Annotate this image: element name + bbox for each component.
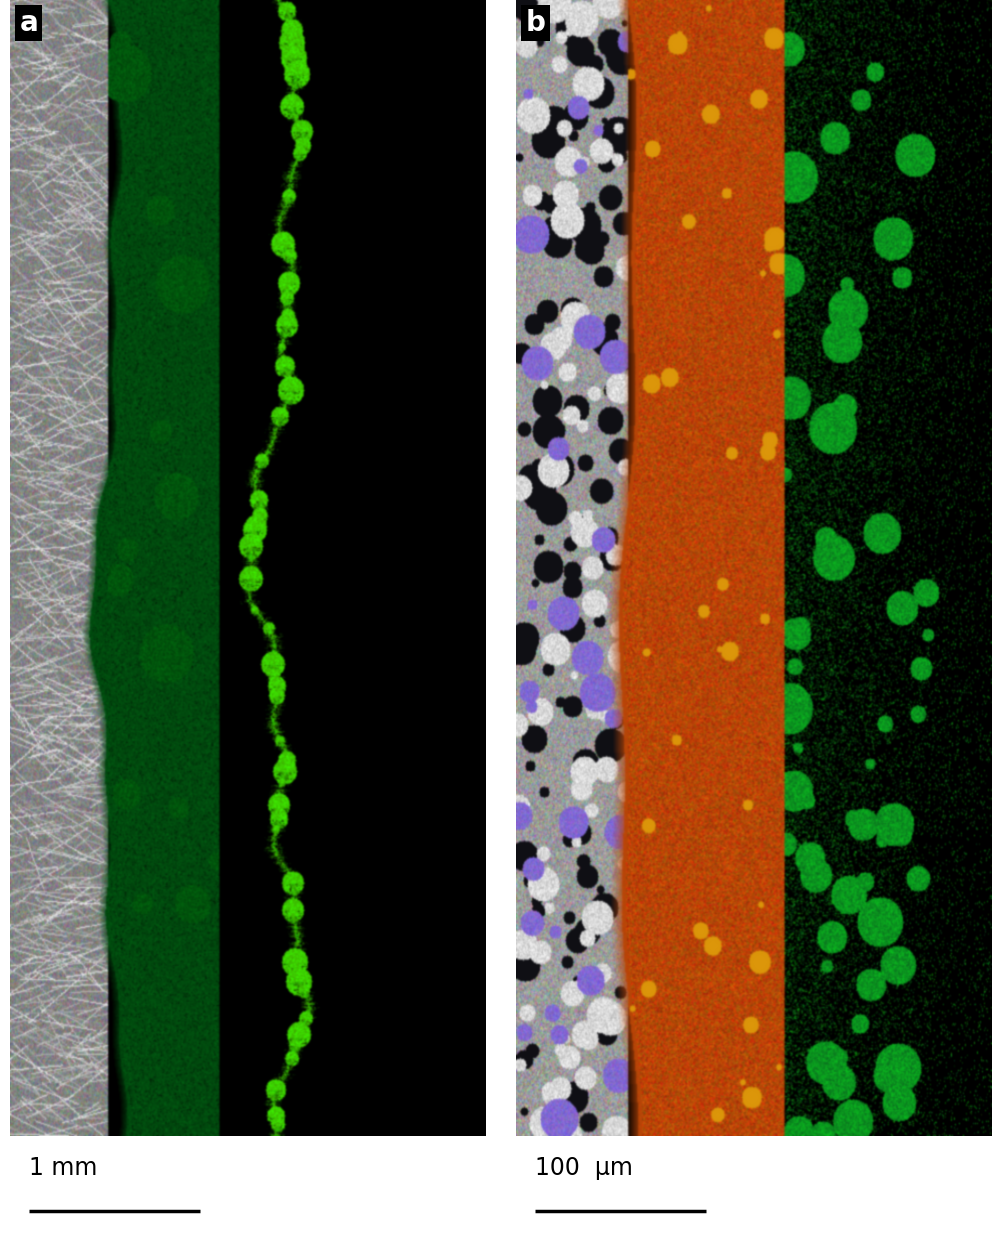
Text: 100  μm: 100 μm bbox=[535, 1156, 633, 1180]
Text: 1 mm: 1 mm bbox=[29, 1156, 97, 1180]
Text: b: b bbox=[525, 9, 545, 37]
Text: a: a bbox=[20, 9, 38, 37]
